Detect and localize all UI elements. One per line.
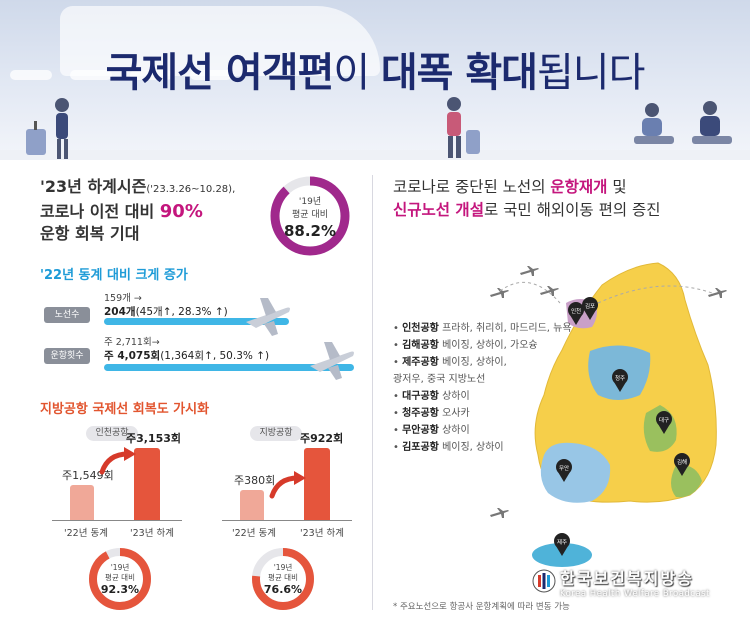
donut-arc xyxy=(270,176,350,256)
svg-text:대구: 대구 xyxy=(659,416,669,424)
page-title: 국제선 여객편이 대폭 확대됩니다 xyxy=(105,50,646,96)
broadcaster-name-en: Korea Health Welfare Broadcast xyxy=(560,589,710,599)
window-strip xyxy=(70,70,112,80)
list-item: • 인천공항 프라하, 취리히, 마드리드, 뉴욕 xyxy=(393,323,572,334)
donut-arc xyxy=(252,548,314,610)
column-divider xyxy=(372,175,373,610)
window-strip xyxy=(130,70,172,80)
pin-incheon: 인천 xyxy=(568,302,584,325)
list-item: • 대구공항 상하이 xyxy=(393,391,470,402)
list-item: • 청주공항 오사카 xyxy=(393,408,470,419)
traveler-with-luggage-icon xyxy=(447,97,480,158)
bar-regional-23s xyxy=(304,448,330,520)
route-list: • 인천공항 프라하, 취리히, 마드리드, 뉴욕 • 김해공항 베이징, 상하… xyxy=(393,320,572,456)
donut-label-compare: 평균 대비 xyxy=(268,572,298,582)
broadcaster-logo: 한국보건복지방송 Korea Health Welfare Broadcast xyxy=(532,565,710,599)
broadcaster-name-ko: 한국보건복지방송 xyxy=(560,569,694,588)
donut-label-year: '19년 xyxy=(274,562,293,572)
section-title-increase: '22년 동계 대비 크게 증가 xyxy=(40,268,188,283)
flight-count-now: 주 4,075회(1,364회↑, 50.3% ↑) xyxy=(104,350,270,362)
xlabel-regional-22w: '22년 동계 xyxy=(232,528,276,539)
xlabel-incheon-23s: '23년 하계 xyxy=(130,528,174,539)
pin-gimhae: 김해 xyxy=(674,453,690,476)
increase-arrow-icon xyxy=(99,447,136,475)
header-banner: 국제선 여객편이 대폭 확대됩니다 xyxy=(0,0,750,160)
list-item-continued: 광저우, 중국 지방노선 xyxy=(393,374,486,385)
window-strip xyxy=(10,70,52,80)
xlabel-regional-23s: '23년 하계 xyxy=(300,528,344,539)
route-count-pill: 노선수 xyxy=(44,307,90,323)
window-strip xyxy=(190,70,232,80)
svg-text:무안: 무안 xyxy=(559,465,569,472)
value-incheon-23s: 주3,153회 xyxy=(126,432,182,445)
list-item: • 제주공항 베이징, 상하이, xyxy=(393,357,507,368)
section-title-regional: 지방공항 국제선 회복도 가시화 xyxy=(40,402,210,417)
flight-count-bar xyxy=(104,364,354,371)
korea-map: 인천 김포 청주 대구 김해 무안 제주 xyxy=(490,262,727,567)
summer-season-headline: '23년 하계시즌('23.3.26~10.28), 코로나 이전 대비 90%… xyxy=(40,177,236,243)
pin-cheongju: 청주 xyxy=(612,369,628,392)
recovery-donut-main: '19년 평균 대비 88.2% xyxy=(270,176,350,256)
bar-incheon-23s xyxy=(134,448,160,520)
background-airplane xyxy=(60,6,380,76)
tag-incheon: 인천공항 xyxy=(86,426,138,441)
broadcaster-logo-icon xyxy=(532,569,556,593)
donut-value: 88.2% xyxy=(284,222,336,240)
traveler-with-suitcase-icon xyxy=(26,98,69,159)
value-regional-23s: 주922회 xyxy=(300,432,344,445)
svg-text:김포: 김포 xyxy=(585,303,595,310)
svg-text:인천: 인천 xyxy=(571,307,581,315)
value-regional-22w: 주380회 xyxy=(234,474,276,487)
flight-path xyxy=(597,285,713,304)
route-count-prev: 159개 → xyxy=(104,293,142,304)
svg-text:청주: 청주 xyxy=(615,375,625,382)
footnote: * 주요노선으로 항공사 운항계획에 따라 변동 가능 xyxy=(393,602,570,612)
airplane-icon xyxy=(246,298,290,336)
flight-count-pill: 운항횟수 xyxy=(44,348,90,364)
tag-regional: 지방공항 xyxy=(250,426,302,441)
recovery-donut-incheon: '19년 평균 대비 92.3% xyxy=(89,548,151,610)
seated-people-icon xyxy=(634,101,732,144)
donut-label-compare: 평균 대비 xyxy=(105,572,135,582)
pin-daegu: 대구 xyxy=(656,411,672,434)
route-count-now: 204개(45개↑, 28.3% ↑) xyxy=(104,306,228,318)
axis-incheon xyxy=(52,520,182,521)
bar-regional-22w xyxy=(240,490,264,520)
list-item: • 김포공항 베이징, 상하이 xyxy=(393,442,504,453)
pin-muan: 무안 xyxy=(556,459,572,482)
route-resumption-headline: 코로나로 중단된 노선의 운항재개 및 신규노선 개설로 국민 해외이동 편의 … xyxy=(393,178,661,219)
svg-text:제주: 제주 xyxy=(557,538,567,546)
svg-text:김해: 김해 xyxy=(677,458,687,466)
route-count-bar xyxy=(104,318,289,325)
donut-label-year: '19년 xyxy=(111,562,130,572)
pin-jeju: 제주 xyxy=(554,533,570,556)
xlabel-incheon-22w: '22년 동계 xyxy=(64,528,108,539)
terminal-floor xyxy=(0,150,750,160)
recovery-donut-regional: '19년 평균 대비 76.6% xyxy=(252,548,314,610)
donut-value: 92.3% xyxy=(101,583,139,596)
increase-arrow-icon xyxy=(269,471,306,499)
donut-arc xyxy=(89,548,151,610)
list-item: • 김해공항 베이징, 상하이, 가오슝 xyxy=(393,340,538,351)
bar-incheon-22w xyxy=(70,485,94,520)
airplane-icon xyxy=(310,342,354,380)
map-gimhae-region xyxy=(671,464,702,498)
donut-label-compare: 평균 대비 xyxy=(292,209,328,220)
axis-regional xyxy=(222,520,352,521)
donut-value: 76.6% xyxy=(264,583,302,596)
flight-count-prev: 주 2,711회→ xyxy=(104,337,160,348)
map-jeolla xyxy=(540,442,611,503)
list-item: • 무안공항 상하이 xyxy=(393,425,470,436)
donut-label-year: '19년 xyxy=(299,196,321,207)
small-airplane-icons xyxy=(490,266,727,518)
flight-path xyxy=(499,282,561,304)
pin-gimpo: 김포 xyxy=(582,297,598,320)
